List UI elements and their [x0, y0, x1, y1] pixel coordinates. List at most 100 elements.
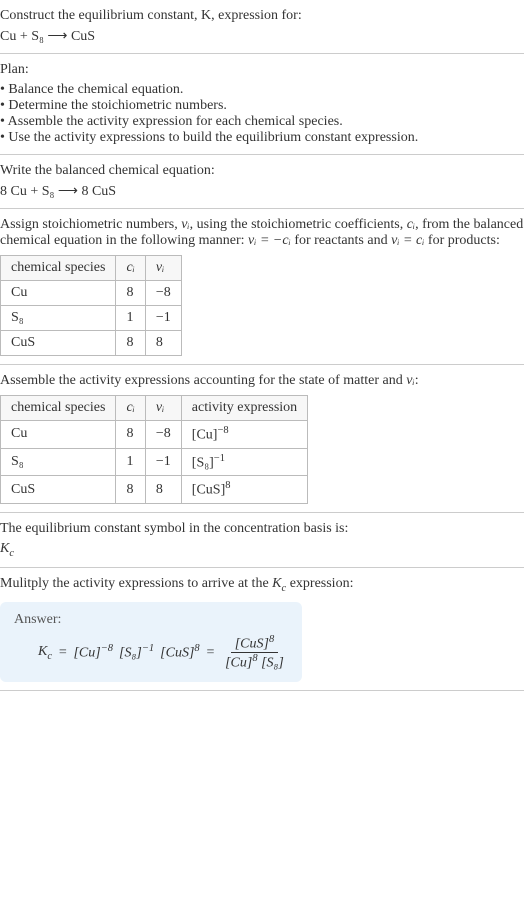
term: [S₈]−1 [119, 643, 154, 662]
nu-i: νᵢ [406, 373, 414, 388]
balanced-equation: 8 Cu + S₈ ⟶ 8 CuS [0, 183, 524, 200]
activity-intro: Assemble the activity expressions accoun… [0, 373, 524, 389]
exp: 8 [252, 653, 257, 664]
unbalanced-equation: Cu + S₈ ⟶ CuS [0, 28, 524, 45]
base: [S₈] [261, 656, 284, 671]
base: [Cu] [225, 656, 252, 671]
exp: 8 [269, 634, 274, 645]
col-ci: cᵢ [116, 396, 145, 421]
exp: −8 [101, 643, 113, 654]
symbol-section: The equilibrium constant symbol in the c… [0, 513, 524, 568]
base: [Cu] [192, 428, 218, 443]
exp: 8 [225, 480, 230, 491]
symbol-value: Kc [0, 541, 524, 559]
multiply-section: Mulitply the activity expressions to arr… [0, 568, 524, 691]
base: [CuS] [235, 636, 269, 651]
balanced-intro: Write the balanced chemical equation: [0, 163, 524, 179]
text: Assemble the activity expressions accoun… [0, 373, 406, 388]
equals: = [206, 645, 215, 661]
text: : [415, 373, 419, 388]
table-row: CuS 8 8 [CuS]8 [1, 476, 308, 504]
activity-expr: [Cu]−8 [181, 421, 307, 449]
denominator: [Cu]8 [S₈] [221, 653, 288, 672]
plan-item: Determine the stoichiometric numbers. [0, 98, 524, 114]
nu-i: νᵢ [181, 217, 189, 232]
stoich-intro: Assign stoichiometric numbers, νᵢ, using… [0, 217, 524, 249]
answer-box: Answer: Kc = [Cu]−8 [S₈]−1 [CuS]8 = [CuS… [0, 602, 302, 682]
prompt-part: Construct the equilibrium constant, K, e… [0, 8, 302, 23]
text: , using the stoichiometric coefficients, [190, 217, 407, 232]
term: [Cu]−8 [73, 643, 113, 662]
numerator: [CuS]8 [231, 634, 278, 654]
k-sub: c [9, 548, 14, 559]
exp: −1 [142, 643, 154, 654]
table-row: S₈ 1 −1 [S₈]−1 [1, 448, 308, 476]
plan-item: Use the activity expressions to build th… [0, 130, 524, 146]
k: K [0, 541, 9, 556]
nui: −1 [145, 306, 181, 331]
k-sub: c [47, 651, 52, 662]
text: for products: [424, 233, 499, 248]
activity-expr: [S₈]−1 [181, 448, 307, 476]
relation: νᵢ = −cᵢ [248, 233, 291, 248]
species: CuS [1, 476, 116, 504]
text: for reactants and [291, 233, 391, 248]
table-header-row: chemical species cᵢ νᵢ [1, 256, 182, 281]
table-header-row: chemical species cᵢ νᵢ activity expressi… [1, 396, 308, 421]
base: [Cu] [73, 646, 100, 661]
species: S₈ [1, 306, 116, 331]
text: Assign stoichiometric numbers, [0, 217, 181, 232]
nui: −1 [145, 448, 181, 476]
k: K [38, 644, 47, 659]
ci: 1 [116, 448, 145, 476]
plan-title: Plan: [0, 62, 524, 78]
kc-expression: Kc = [Cu]−8 [S₈]−1 [CuS]8 = [CuS]8 [Cu]8… [14, 634, 288, 672]
col-species: chemical species [1, 256, 116, 281]
fraction: [CuS]8 [Cu]8 [S₈] [221, 634, 288, 672]
base: [CuS] [192, 483, 225, 498]
stoich-table: chemical species cᵢ νᵢ Cu 8 −8 S₈ 1 −1 C… [0, 255, 182, 356]
nui: −8 [145, 421, 181, 449]
species: Cu [1, 281, 116, 306]
exp: −1 [214, 453, 225, 464]
col-ci: cᵢ [116, 256, 145, 281]
c-i: cᵢ [407, 217, 415, 232]
base: [S₈] [119, 646, 142, 661]
exp: −8 [217, 425, 228, 436]
plan-section: Plan: Balance the chemical equation. Det… [0, 54, 524, 155]
col-activity: activity expression [181, 396, 307, 421]
table-row: Cu 8 −8 [Cu]−8 [1, 421, 308, 449]
balanced-section: Write the balanced chemical equation: 8 … [0, 155, 524, 209]
prompt-text: Construct the equilibrium constant, K, e… [0, 8, 524, 24]
text: expression: [286, 576, 353, 591]
activity-table: chemical species cᵢ νᵢ activity expressi… [0, 395, 308, 504]
equals: = [58, 645, 67, 661]
col-species: chemical species [1, 396, 116, 421]
nui: −8 [145, 281, 181, 306]
table-row: CuS 8 8 [1, 331, 182, 356]
relation: νᵢ = cᵢ [391, 233, 424, 248]
exp: 8 [194, 643, 199, 654]
nui: 8 [145, 476, 181, 504]
ci: 8 [116, 331, 145, 356]
ci: 1 [116, 306, 145, 331]
multiply-intro: Mulitply the activity expressions to arr… [0, 576, 524, 594]
ci: 8 [116, 281, 145, 306]
col-nui: νᵢ [145, 256, 181, 281]
text: Mulitply the activity expressions to arr… [0, 576, 272, 591]
term: [CuS]8 [160, 643, 199, 662]
base: [CuS] [160, 646, 194, 661]
k: K [272, 576, 281, 591]
base: [S₈] [192, 455, 214, 470]
answer-label: Answer: [14, 612, 288, 628]
kc-symbol: Kc [38, 644, 52, 662]
species: Cu [1, 421, 116, 449]
symbol-intro: The equilibrium constant symbol in the c… [0, 521, 524, 537]
ci: 8 [116, 476, 145, 504]
plan-list: Balance the chemical equation. Determine… [0, 82, 524, 146]
table-row: S₈ 1 −1 [1, 306, 182, 331]
nui: 8 [145, 331, 181, 356]
table-row: Cu 8 −8 [1, 281, 182, 306]
plan-item: Balance the chemical equation. [0, 82, 524, 98]
col-nui: νᵢ [145, 396, 181, 421]
